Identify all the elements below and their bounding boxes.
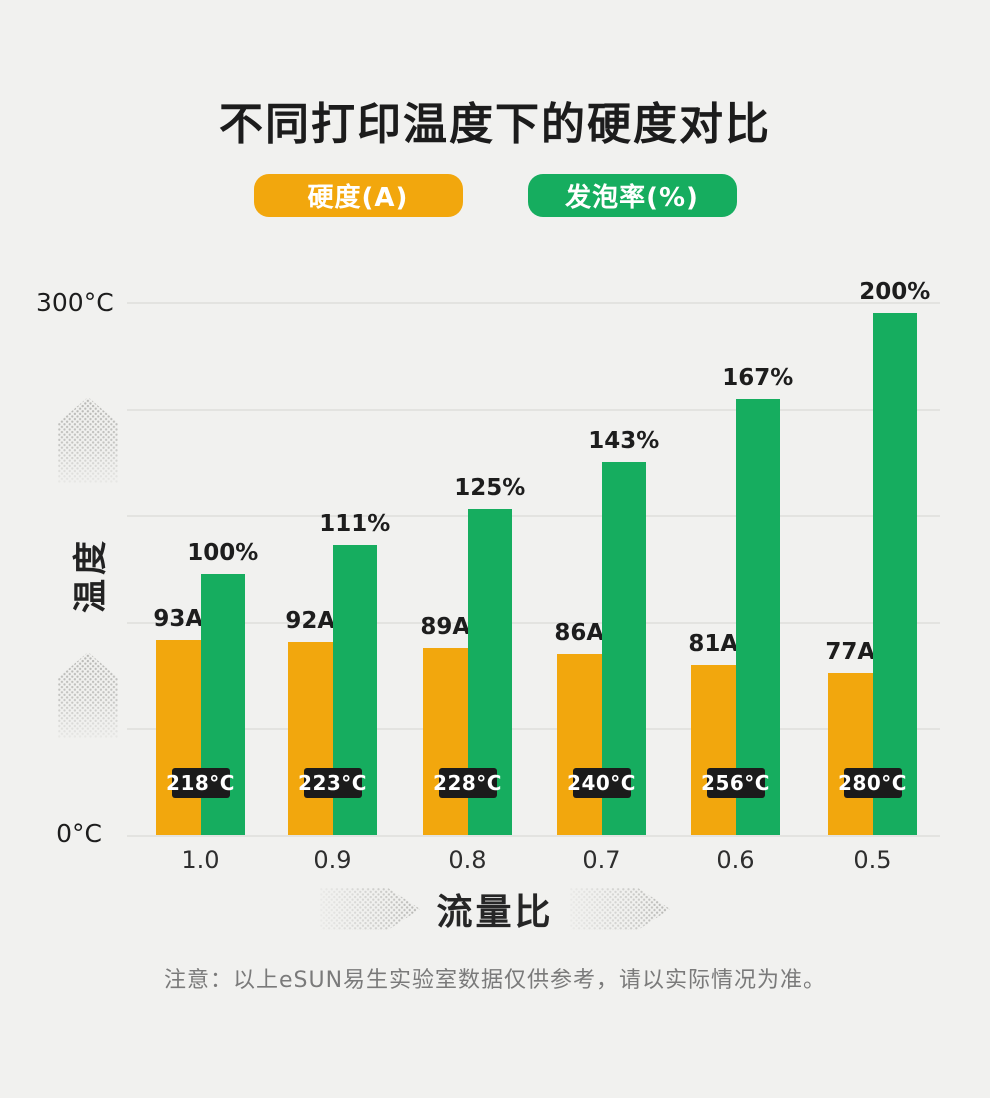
dotted-right-arrow-icon [569, 888, 670, 930]
x-axis-tick-label: 0.7 [582, 846, 621, 874]
x-axis-tick-label: 0.9 [313, 846, 352, 874]
temperature-badge: 256°C [701, 768, 769, 798]
legend: 硬度(A) 发泡率(%) [0, 174, 990, 217]
gridline [127, 515, 940, 518]
disclaimer-note: 注意：以上eSUN易生实验室数据仅供参考，请以实际情况为准。 [163, 968, 827, 993]
dotted-right-arrow-icon [320, 888, 421, 930]
gridline [127, 302, 940, 304]
legend-label-foaming: 发泡率(%) [565, 183, 699, 213]
foaming-rate-bar [872, 313, 917, 835]
hardness-value-label: 92A [285, 608, 336, 634]
hardness-bar [288, 642, 333, 835]
temperature-badge: 223°C [298, 768, 366, 798]
foaming-rate-value-label: 200% [859, 279, 931, 305]
dotted-up-arrow-icon [58, 397, 118, 483]
dotted-up-arrow-icon [58, 652, 118, 738]
y-axis-max-label: 300°C [36, 288, 114, 317]
x-axis-title-row: 流量比 [0, 884, 990, 934]
legend-item-foaming: 发泡率(%) [527, 174, 737, 217]
hardness-bar [557, 654, 602, 835]
foaming-rate-value-label: 111% [319, 511, 391, 537]
hardness-bar [828, 673, 873, 835]
x-axis-tick-label: 0.8 [448, 846, 487, 874]
x-axis-tick-label: 0.6 [716, 846, 755, 874]
foaming-rate-value-label: 143% [588, 428, 660, 454]
temperature-badge: 218°C [166, 768, 234, 798]
temperature-badge: 228°C [433, 768, 501, 798]
y-axis-min-label: 0°C [56, 819, 102, 848]
hardness-value-label: 93A [153, 606, 204, 632]
x-axis-tick-label: 0.5 [853, 846, 892, 874]
legend-label-hardness: 硬度(A) [307, 183, 409, 213]
temperature-badge: 240°C [567, 768, 635, 798]
temperature-badge: 280°C [838, 768, 906, 798]
foaming-rate-value-label: 100% [187, 540, 259, 566]
legend-item-hardness: 硬度(A) [253, 174, 463, 217]
foaming-rate-value-label: 167% [722, 365, 794, 391]
gridline [127, 408, 940, 411]
gridline [127, 835, 940, 837]
hardness-bar [156, 640, 201, 835]
hardness-bar [423, 648, 468, 835]
hardness-value-label: 89A [420, 614, 471, 640]
page-title: 不同打印温度下的硬度对比 [219, 99, 771, 150]
x-axis-title: 流量比 [436, 892, 554, 933]
gridline [127, 621, 940, 624]
y-axis-title: 温度 [70, 537, 111, 613]
gridline [127, 728, 940, 731]
x-axis-tick-label: 1.0 [181, 846, 220, 874]
hardness-value-label: 81A [688, 631, 739, 657]
hardness-value-label: 77A [825, 639, 876, 665]
foaming-rate-value-label: 125% [454, 475, 526, 501]
foaming-rate-bar [735, 399, 780, 835]
hardness-value-label: 86A [554, 620, 605, 646]
hardness-bar [691, 665, 736, 835]
